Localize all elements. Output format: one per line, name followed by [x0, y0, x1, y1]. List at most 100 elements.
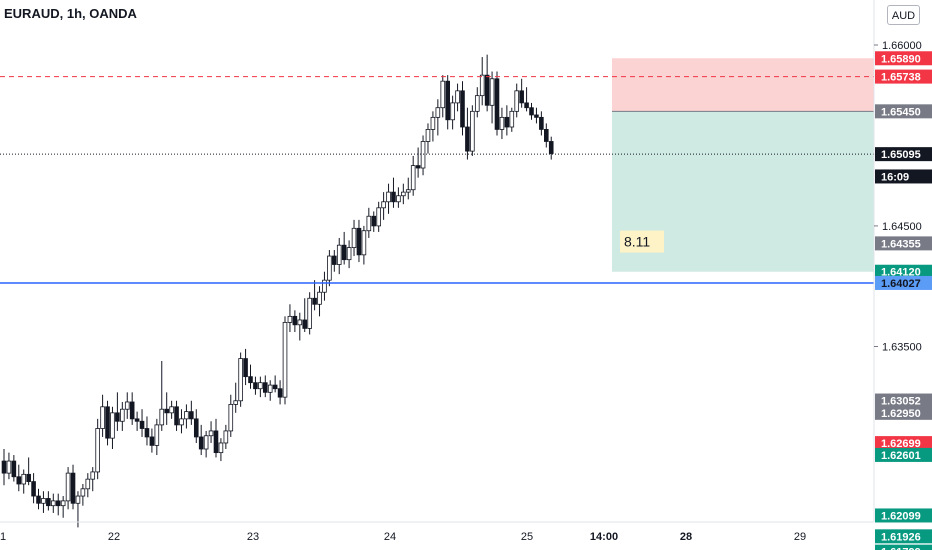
price-tag-bg: [875, 447, 932, 462]
candle: [430, 111, 436, 142]
candle-body-up: [435, 107, 441, 118]
candle: [267, 380, 273, 401]
candle: [465, 107, 470, 160]
candle-body-up: [410, 165, 416, 191]
candle: [401, 183, 406, 205]
candle: [36, 488, 41, 510]
candle: [396, 187, 401, 208]
candle-body-up: [6, 460, 12, 474]
candle: [90, 467, 96, 492]
candle: [21, 469, 27, 494]
candle: [539, 111, 544, 136]
time-axis[interactable]: 1 22 23 24 25 14:00 28 29: [0, 521, 874, 543]
candle: [514, 83, 520, 118]
candle: [198, 424, 204, 456]
candle-body-down: [445, 80, 450, 121]
candle: [312, 280, 317, 311]
candle: [124, 392, 130, 419]
candle-body-up: [41, 498, 46, 504]
candle: [100, 394, 105, 437]
candle: [415, 147, 421, 178]
candle-body-up: [327, 255, 332, 281]
candle: [26, 457, 31, 486]
candle: [149, 428, 155, 453]
candle-body-down: [524, 102, 529, 109]
candle-body-up: [154, 424, 160, 446]
candle: [534, 107, 539, 124]
candle: [425, 123, 431, 154]
candle: [450, 95, 455, 130]
candle-body-up: [203, 435, 209, 450]
price-tag: 1.61799: [881, 547, 921, 550]
candle: [287, 304, 293, 333]
candle-body-down: [31, 481, 36, 497]
candle-body-up: [258, 382, 263, 390]
candle: [509, 107, 515, 132]
candle-body-up: [499, 116, 505, 130]
candle-body-up: [307, 297, 312, 329]
time-tick-label: 29: [794, 531, 806, 543]
candle: [55, 493, 61, 516]
stop-zone: [612, 58, 874, 112]
candle-body-up: [287, 315, 293, 323]
candle: [327, 250, 332, 287]
candle: [479, 57, 485, 106]
candle-body-up: [514, 90, 520, 112]
candle: [253, 376, 258, 395]
candle: [179, 409, 184, 434]
candle-body-down: [544, 129, 549, 142]
candle-body-down: [139, 420, 145, 429]
candle-body-down: [277, 388, 283, 398]
candle-body-down: [16, 476, 22, 485]
candle-body-down: [415, 165, 421, 169]
candle-body-up: [489, 78, 495, 106]
candle: [16, 464, 22, 492]
candle: [248, 364, 253, 389]
candle: [213, 418, 219, 458]
ratio-label: 8.11: [624, 234, 650, 250]
candle: [223, 424, 229, 450]
candle-body-up: [322, 279, 327, 293]
candle-body-up: [381, 201, 386, 209]
price-tag-bg: [875, 51, 932, 66]
candle: [65, 467, 71, 510]
candle-body-down: [292, 315, 298, 326]
candle-body-down: [46, 498, 51, 507]
candle-body-up: [159, 408, 165, 426]
candle: [110, 406, 115, 450]
candle-body-up: [51, 500, 56, 507]
candle: [70, 464, 76, 510]
candle-body-up: [405, 189, 411, 193]
candle-body-up: [233, 400, 239, 405]
candle-body-down: [11, 460, 17, 478]
candle: [302, 298, 308, 333]
candle: [440, 75, 446, 118]
candle: [420, 135, 426, 176]
candle-body-up: [95, 428, 100, 473]
candle: [361, 225, 367, 265]
candle-body-down: [26, 473, 31, 482]
candle: [129, 392, 135, 425]
candle-body-down: [465, 126, 470, 152]
candle: [60, 496, 66, 518]
price-tag-bg: [875, 104, 932, 119]
price-tag: 16:09: [881, 171, 909, 183]
currency-button[interactable]: AUD: [887, 5, 920, 25]
candle-body-up: [120, 408, 125, 422]
candle: [391, 177, 396, 208]
price-tag-bg: [875, 147, 932, 162]
candle-body-up: [450, 102, 455, 121]
candle: [46, 491, 51, 511]
time-tick-label: 22: [108, 531, 120, 543]
candle: [120, 401, 125, 431]
candle: [317, 286, 322, 317]
candle: [238, 352, 243, 407]
price-axis[interactable]: 1.66000 1.64500 1.63500 1.65890 1.65738 1.654…: [873, 0, 932, 550]
candle-body-up: [425, 129, 431, 142]
candle-body-down: [356, 227, 362, 256]
candle-body-up: [90, 471, 96, 480]
price-tag-bg: [875, 275, 932, 290]
candle-body-down: [332, 255, 337, 265]
candle: [258, 376, 263, 398]
